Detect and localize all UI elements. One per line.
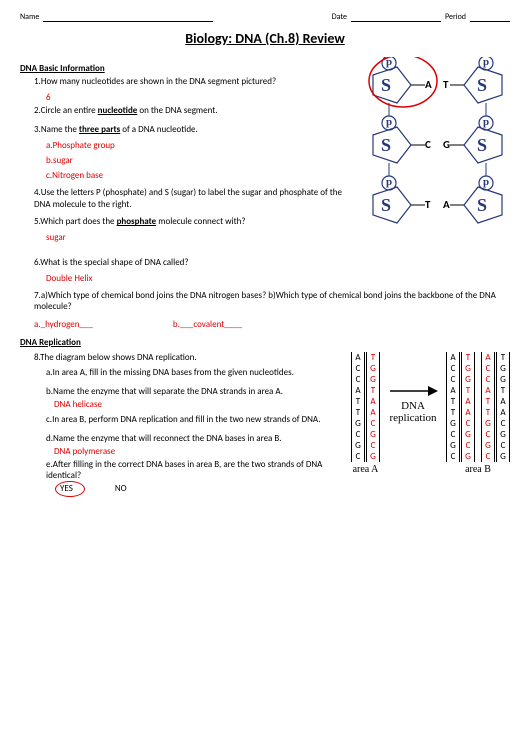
q3: 3.Name the three parts of a DNA nucleoti…	[34, 124, 359, 136]
q8b: b.Name the enzyme that will separate the…	[46, 386, 343, 397]
arrow-icon	[388, 382, 438, 400]
q2: 2.Circle an entire nucleotide on the DNA…	[34, 105, 359, 117]
a6: Double Helix	[46, 273, 510, 284]
a7: a._hydrogen___ b.___covalent____	[34, 319, 510, 331]
a8d: DNA polymerase	[54, 446, 343, 457]
section2-heading: DNA Replication	[20, 337, 510, 348]
page-title: Biology: DNA (Ch.8) Review	[20, 30, 510, 47]
date-label: Date	[332, 12, 347, 22]
a3a: a.Phosphate group	[46, 140, 359, 151]
a5: sugar	[46, 232, 359, 243]
q8a: a.In area A, fill in the missing DNA bas…	[46, 367, 343, 378]
base-l: A	[425, 78, 432, 91]
rep-label: DNA replication	[389, 400, 436, 424]
section1-heading: DNA Basic Information	[20, 63, 359, 74]
q8c: c.In area B, perform DNA replication and…	[46, 414, 343, 425]
q8: 8.The diagram below shows DNA replicatio…	[34, 352, 343, 364]
q6: 6.What is the special shape of DNA calle…	[34, 257, 510, 269]
a8b: DNA helicase	[54, 399, 343, 410]
q5: 5.Which part does the phosphate molecule…	[34, 216, 359, 228]
name-blank[interactable]	[43, 12, 213, 22]
dna-diagram: S S S S S S p p p p p p A T C G T A	[365, 57, 510, 257]
period-label: Period	[445, 12, 466, 22]
p-label: p	[386, 56, 392, 68]
q8d: d.Name the enzyme that will reconnect th…	[46, 433, 343, 444]
q8e: e.After filling in the correct DNA bases…	[46, 459, 343, 481]
base-r: T	[443, 78, 448, 91]
area-a: ACCATTGCGC TGGTAACGCG area A	[351, 352, 380, 475]
no-option[interactable]: NO	[115, 483, 127, 494]
yesno: YES NO	[60, 483, 343, 494]
q4: 4.Use the letters P (phosphate) and S (s…	[34, 187, 359, 210]
area-b: ACCATTGCGC TGGTAACGCG ACCATTGCGC TGGTAAC…	[446, 352, 510, 475]
period-blank[interactable]	[470, 12, 510, 22]
header-line: Name Date Period	[20, 12, 510, 22]
q1: 1.How many nucleotides are shown in the …	[34, 76, 359, 88]
date-blank[interactable]	[351, 12, 441, 22]
a3b: b.sugar	[46, 155, 359, 166]
yes-option[interactable]: YES	[60, 483, 73, 494]
a3c: c.Nitrogen base	[46, 170, 359, 181]
name-label: Name	[20, 12, 39, 22]
q7: 7.a)Which type of chemical bond joins th…	[34, 290, 510, 313]
s-label: S	[381, 75, 391, 96]
arrow-box: DNA replication	[388, 352, 438, 424]
a1: 6	[46, 92, 359, 103]
